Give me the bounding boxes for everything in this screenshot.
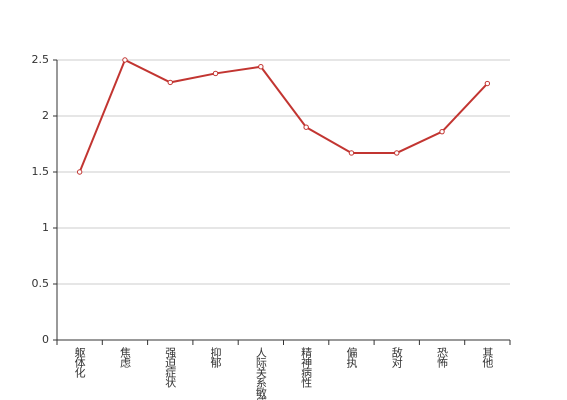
- x-tick-label: 恐怖: [436, 347, 449, 368]
- y-tick-label: 2.5: [32, 53, 50, 66]
- point: [439, 128, 445, 135]
- x-tick-label: 人际关系敏感: [254, 347, 267, 400]
- point: [394, 150, 400, 156]
- x-tick-label: 焦虑: [118, 347, 131, 368]
- x-tick-label: 偏执: [345, 346, 358, 369]
- x-tick-label: 敌对: [390, 346, 403, 368]
- line: [78, 58, 489, 173]
- x-tick-label: 躯体化: [73, 347, 86, 379]
- point: [122, 57, 128, 63]
- y-tick-label: 1: [42, 221, 49, 234]
- y-tick-label: 0.5: [32, 277, 50, 290]
- y-tick-label: 1.5: [32, 165, 50, 178]
- x-tick-label: 强迫症状: [164, 347, 177, 388]
- point: [167, 79, 173, 86]
- point: [484, 80, 491, 87]
- point: [212, 70, 219, 77]
- point: [348, 150, 355, 156]
- x-tick-label: 其他: [481, 347, 494, 368]
- point: [76, 169, 83, 175]
- point: [303, 124, 309, 130]
- y-tick-label: 0: [42, 333, 49, 346]
- x-tick-label: 抑郁: [209, 346, 222, 368]
- x-tick-label: 精神病性: [300, 347, 313, 389]
- point: [258, 64, 264, 70]
- y-tick-label: 2: [42, 109, 49, 122]
